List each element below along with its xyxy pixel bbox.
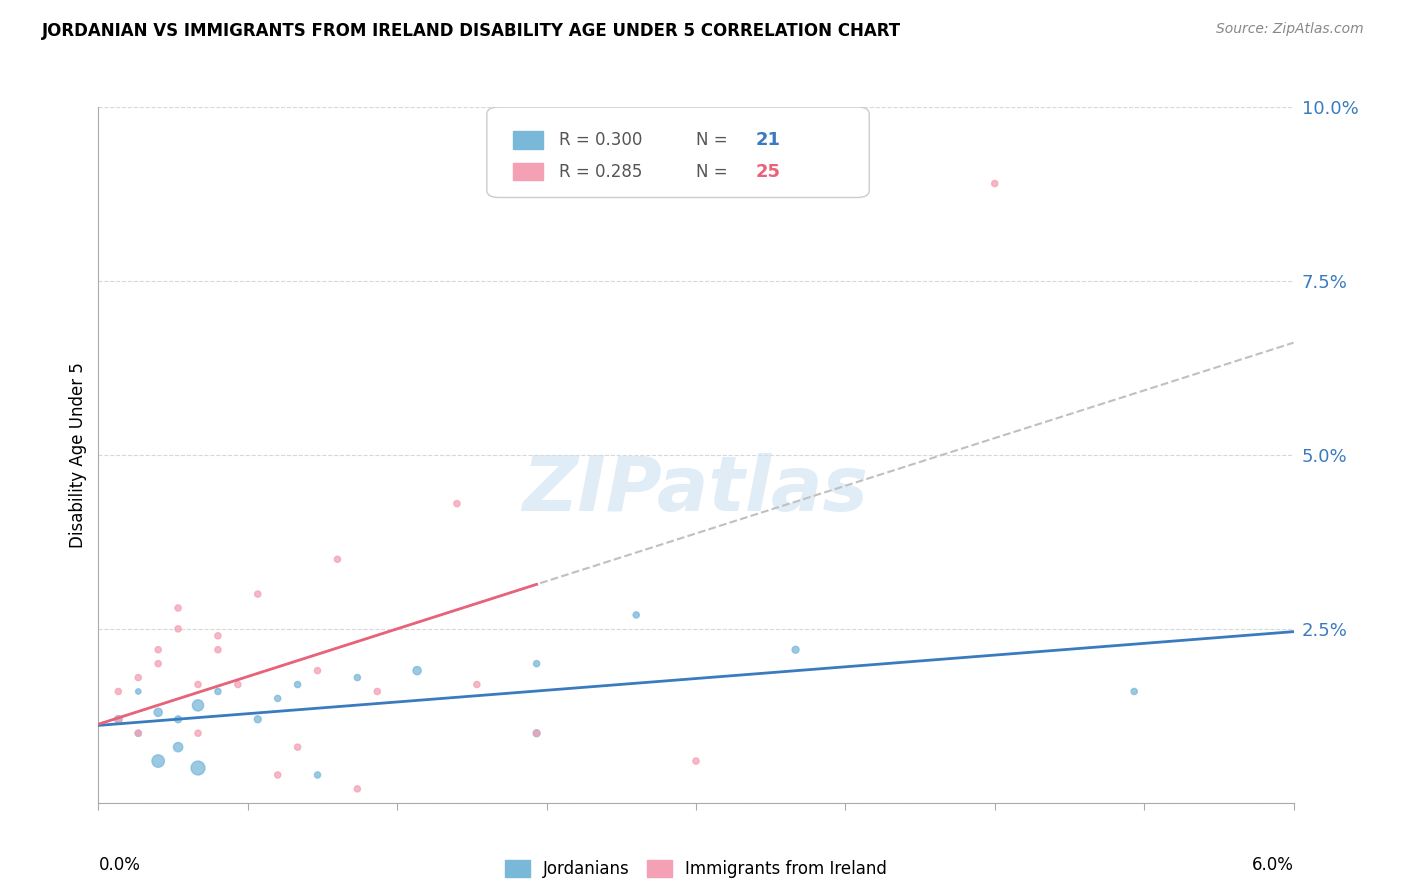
Point — [346, 781, 368, 796]
Text: R = 0.300: R = 0.300 — [558, 131, 643, 150]
FancyBboxPatch shape — [486, 107, 869, 197]
Point — [167, 622, 190, 636]
Point — [785, 642, 807, 657]
Point — [326, 552, 349, 566]
Point — [626, 607, 648, 622]
Point — [465, 677, 488, 691]
Point — [187, 677, 209, 691]
Point — [107, 712, 129, 726]
Point — [207, 629, 229, 643]
Point — [148, 642, 170, 657]
Text: ZIPatlas: ZIPatlas — [523, 453, 869, 526]
FancyBboxPatch shape — [513, 131, 543, 149]
Point — [187, 698, 209, 713]
Point — [167, 601, 190, 615]
Point — [207, 684, 229, 698]
Point — [127, 726, 149, 740]
Point — [1123, 684, 1146, 698]
Point — [127, 671, 149, 685]
Point — [287, 677, 309, 691]
Point — [187, 761, 209, 775]
Point — [207, 642, 229, 657]
Point — [148, 754, 170, 768]
Text: JORDANIAN VS IMMIGRANTS FROM IRELAND DISABILITY AGE UNDER 5 CORRELATION CHART: JORDANIAN VS IMMIGRANTS FROM IRELAND DIS… — [42, 22, 901, 40]
Point — [246, 587, 269, 601]
Text: 6.0%: 6.0% — [1251, 855, 1294, 873]
Text: N =: N = — [696, 131, 727, 150]
Point — [526, 657, 548, 671]
Text: 25: 25 — [756, 162, 780, 181]
Text: 0.0%: 0.0% — [98, 855, 141, 873]
Point — [685, 754, 707, 768]
Point — [187, 726, 209, 740]
Point — [148, 657, 170, 671]
Point — [148, 706, 170, 720]
Point — [127, 684, 149, 698]
Point — [984, 177, 1007, 191]
Point — [127, 726, 149, 740]
Point — [366, 684, 388, 698]
Y-axis label: Disability Age Under 5: Disability Age Under 5 — [69, 362, 87, 548]
Point — [267, 691, 290, 706]
Text: N =: N = — [696, 162, 727, 181]
Point — [107, 684, 129, 698]
Point — [107, 712, 129, 726]
Point — [526, 726, 548, 740]
Text: R = 0.285: R = 0.285 — [558, 162, 643, 181]
Point — [246, 712, 269, 726]
FancyBboxPatch shape — [513, 162, 543, 180]
Point — [167, 712, 190, 726]
Point — [226, 677, 249, 691]
Point — [346, 671, 368, 685]
Legend: Jordanians, Immigrants from Ireland: Jordanians, Immigrants from Ireland — [498, 854, 894, 885]
Point — [307, 664, 329, 678]
Point — [526, 726, 548, 740]
Text: 21: 21 — [756, 131, 780, 150]
Text: Source: ZipAtlas.com: Source: ZipAtlas.com — [1216, 22, 1364, 37]
Point — [167, 740, 190, 755]
Point — [267, 768, 290, 782]
Point — [307, 768, 329, 782]
Point — [287, 740, 309, 755]
Point — [406, 664, 429, 678]
Point — [446, 497, 468, 511]
